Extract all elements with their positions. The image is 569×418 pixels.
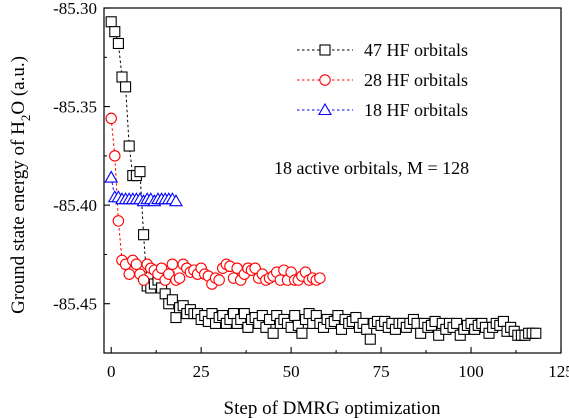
y-tick-label: -85.30 bbox=[53, 0, 97, 18]
data-point bbox=[112, 215, 125, 227]
legend-item: 28 HF orbitals bbox=[297, 70, 468, 90]
data-point bbox=[267, 327, 279, 339]
x-axis-title: Step of DMRG optimization bbox=[224, 398, 441, 418]
data-point bbox=[137, 274, 150, 286]
data-point bbox=[105, 112, 117, 125]
data-point bbox=[173, 272, 186, 284]
x-tick-label: 50 bbox=[283, 362, 300, 381]
data-point bbox=[364, 333, 376, 345]
legend-item: 18 HF orbitals bbox=[297, 100, 468, 120]
legend-item: 47 HF orbitals bbox=[297, 40, 468, 60]
legend-label: 28 HF orbitals bbox=[364, 70, 468, 90]
series-square bbox=[105, 16, 542, 345]
data-point bbox=[134, 166, 146, 178]
data-point bbox=[130, 258, 143, 271]
data-point bbox=[109, 26, 121, 38]
data-point bbox=[109, 150, 121, 162]
x-axis-ticks: 0 25 50 75 100 125 bbox=[107, 347, 569, 381]
y-axis-ticks: -85.30 -85.35 -85.40 -85.45 bbox=[53, 0, 110, 314]
data-point bbox=[314, 272, 326, 284]
series-triangle bbox=[104, 170, 183, 207]
data-point bbox=[451, 317, 463, 329]
data-point bbox=[105, 16, 117, 28]
data-point bbox=[166, 294, 178, 306]
legend-label: 47 HF orbitals bbox=[364, 40, 468, 60]
plot-frame bbox=[103, 7, 562, 354]
data-point bbox=[104, 170, 119, 183]
legend-label: 18 HF orbitals bbox=[364, 100, 468, 120]
data-point bbox=[530, 327, 542, 339]
data-point bbox=[166, 258, 179, 271]
data-point bbox=[433, 329, 445, 341]
x-tick-label: 75 bbox=[373, 362, 390, 381]
data-point bbox=[169, 194, 183, 207]
data-point bbox=[123, 140, 135, 152]
y-tick-label: -85.40 bbox=[53, 196, 97, 215]
data-point bbox=[123, 268, 135, 280]
y-axis-title: Ground state energy of H2O (a.u.) bbox=[8, 56, 33, 314]
series-circle bbox=[105, 112, 326, 290]
data-point bbox=[170, 311, 182, 324]
plot-layer bbox=[104, 16, 542, 345]
legend-marker bbox=[319, 44, 331, 56]
x-tick-label: 100 bbox=[458, 362, 484, 381]
data-point bbox=[112, 37, 124, 50]
legend: 47 HF orbitals 28 HF orbitals 18 HF orbita… bbox=[297, 40, 468, 120]
data-point bbox=[116, 71, 128, 83]
x-tick-label: 0 bbox=[107, 362, 116, 381]
data-point bbox=[138, 229, 150, 241]
data-point bbox=[289, 309, 301, 322]
x-tick-label: 125 bbox=[548, 362, 569, 381]
y-tick-label: -85.35 bbox=[53, 98, 97, 117]
legend-marker bbox=[318, 102, 332, 116]
data-point bbox=[213, 274, 225, 286]
annotation-text: 18 active orbitals, M = 128 bbox=[274, 158, 469, 178]
x-tick-label: 25 bbox=[193, 362, 210, 381]
data-point bbox=[120, 81, 132, 93]
data-point bbox=[238, 308, 250, 320]
y-tick-label: -85.45 bbox=[53, 295, 97, 314]
legend-marker bbox=[319, 74, 331, 86]
data-point bbox=[296, 327, 308, 339]
